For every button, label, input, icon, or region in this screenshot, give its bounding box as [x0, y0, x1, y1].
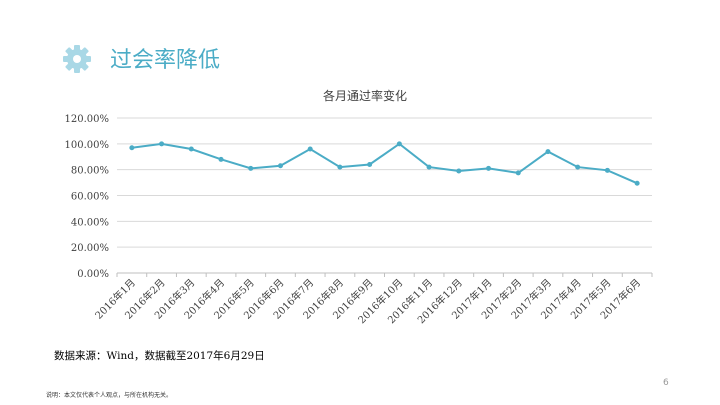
point-marker [634, 180, 640, 186]
point-marker [604, 167, 610, 173]
point-marker [277, 163, 283, 169]
point-marker [426, 164, 432, 170]
chart: 各月通过率变化 0.00% 20.00% 40.00% 60.00% 80.00% 100… [65, 88, 653, 326]
y-tick-label: 60.00% [71, 192, 109, 203]
y-tick-label: 80.00% [71, 166, 109, 177]
point-marker [248, 165, 254, 171]
point-marker [515, 170, 521, 176]
series-line [131, 142, 638, 185]
y-tick-label: 0.00% [77, 269, 109, 280]
point-marker [456, 168, 462, 174]
y-tick-label: 40.00% [71, 217, 109, 228]
source-note: 数据来源：Wind，数据截至2017年6月29日 [54, 350, 265, 362]
page-number: 6 [663, 378, 669, 388]
point-marker [367, 162, 373, 167]
slide-title: 过会率降低 [110, 48, 221, 73]
chart-title: 各月通过率变化 [323, 88, 407, 103]
point-marker [188, 146, 194, 152]
disclaimer: 说明：本文仅代表个人观点，与所在机构无关。 [46, 392, 173, 399]
point-marker [545, 149, 551, 155]
gear-icon [63, 45, 91, 73]
y-tick-label: 20.00% [71, 243, 109, 254]
point-marker [575, 164, 581, 170]
point-marker [159, 141, 165, 147]
y-tick-label: 100.00% [65, 140, 110, 151]
point-marker [129, 145, 135, 151]
y-tick-label: 120.00% [65, 114, 110, 125]
point-marker [307, 146, 313, 152]
point-marker [486, 165, 492, 171]
point-marker [396, 141, 402, 147]
point-marker [218, 156, 224, 162]
point-marker [337, 164, 343, 170]
